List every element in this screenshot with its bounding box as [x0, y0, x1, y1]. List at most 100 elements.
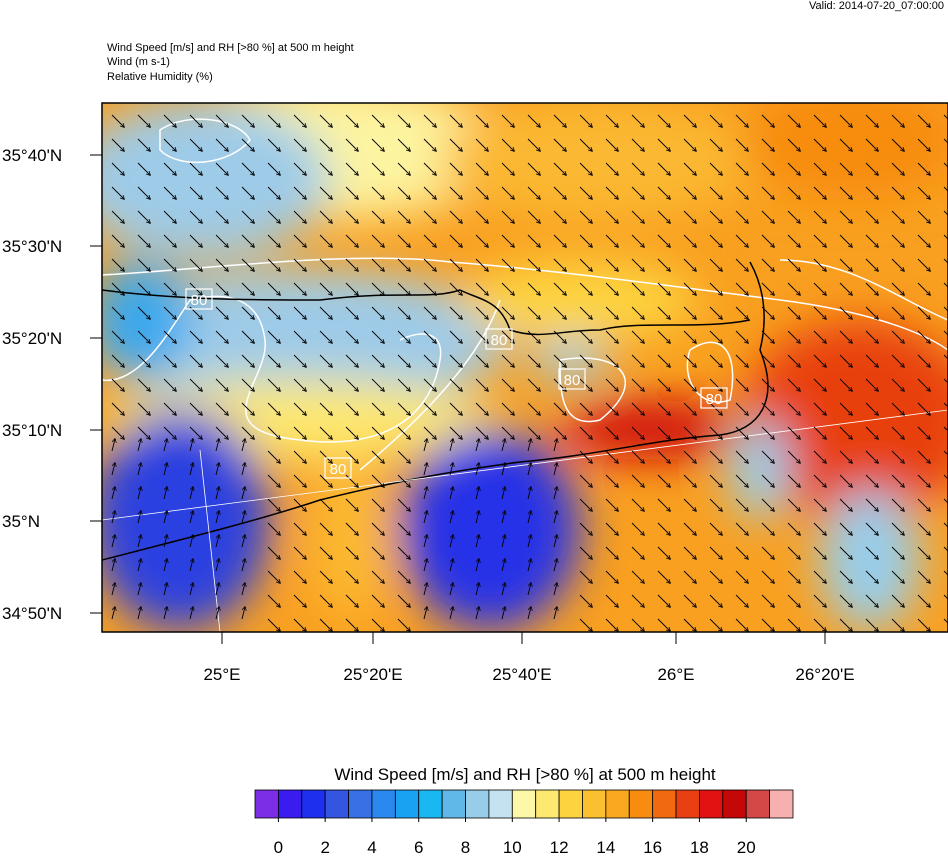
wind-arrow [683, 282, 696, 295]
wind-arrow [761, 618, 774, 631]
wind-arrow [943, 546, 948, 552]
wind-arrow [943, 378, 948, 384]
wind-arrow [709, 258, 722, 271]
colorbar-box [371, 789, 396, 819]
wind-arrow [683, 522, 696, 535]
wind-arrow [891, 426, 904, 439]
wind-arrow [605, 402, 618, 415]
colorbar-box [511, 789, 537, 819]
wind-arrow [475, 487, 479, 500]
wind-arrow [657, 258, 670, 271]
wind-arrow [501, 426, 514, 439]
wind-arrow [501, 114, 514, 127]
wind-arrow [501, 234, 514, 247]
wind-arrow [345, 618, 358, 631]
wind-arrow [137, 607, 141, 620]
wind-arrow [527, 535, 531, 548]
wind-arrow [501, 402, 514, 415]
wind-arrow [319, 354, 332, 367]
wind-arrow [943, 258, 948, 264]
wind-arrow [215, 162, 228, 175]
wind-arrow [839, 234, 852, 247]
wind-arrow [267, 282, 280, 295]
wind-arrow [605, 618, 618, 631]
wind-arrow [475, 439, 479, 452]
wind-arrow [631, 618, 644, 631]
wind-arrow [241, 138, 254, 151]
wind-arrow [865, 450, 878, 463]
colorbar-box [254, 789, 279, 819]
wind-arrow [553, 330, 566, 343]
wind-arrow [345, 162, 358, 175]
wind-arrow [215, 439, 219, 452]
wind-arrow [241, 210, 254, 223]
wind-arrow [813, 522, 826, 535]
wind-arrow [735, 186, 748, 199]
wind-arrow [683, 234, 696, 247]
header-line: Wind Speed [m/s] and RH [>80 %] at 500 m… [107, 42, 354, 54]
wind-arrow [787, 474, 800, 487]
wind-arrow [605, 234, 618, 247]
wind-arrow [683, 498, 696, 511]
contour-label-box [185, 288, 213, 310]
wind-arrow [605, 330, 618, 343]
wind-arrow [657, 522, 670, 535]
wind-arrow [319, 402, 332, 415]
wind-arrow [787, 378, 800, 391]
wind-arrow [631, 450, 644, 463]
colorbar-box [324, 789, 349, 819]
wind-arrow [345, 378, 358, 391]
wind-arrow [293, 162, 306, 175]
wind-arrow [839, 498, 852, 511]
wind-arrow [917, 426, 930, 439]
wind-arrow [319, 474, 332, 487]
wind-arrow [267, 354, 280, 367]
wind-arrow [761, 282, 774, 295]
wind-arrow [163, 162, 176, 175]
wind-arrow [267, 186, 280, 199]
wind-arrow [553, 487, 557, 500]
wind-arrow [657, 330, 670, 343]
wind-arrow [189, 114, 202, 127]
wind-arrow [761, 210, 774, 223]
wind-arrow [215, 330, 228, 343]
wind-arrow [657, 378, 670, 391]
wind-arrow [163, 282, 176, 295]
wind-arrow [137, 282, 150, 295]
wind-arrow [371, 306, 384, 319]
wind-arrow [657, 570, 670, 583]
wind-arrow [501, 535, 505, 548]
wind-arrow [137, 487, 141, 500]
wind-arrow [397, 210, 410, 223]
wind-arrow [943, 354, 948, 360]
wind-arrow [865, 186, 878, 199]
lon-label: 25°E [203, 665, 240, 684]
wind-arrow [111, 535, 115, 548]
wind-arrow [423, 559, 427, 572]
wind-arrow [709, 330, 722, 343]
wind-arrow [475, 378, 488, 391]
wind-arrow [709, 114, 722, 127]
wind-arrow [163, 354, 176, 367]
wind-arrow [319, 186, 332, 199]
wind-arrow [579, 282, 592, 295]
wind-arrow [345, 330, 358, 343]
colorbar-box [488, 789, 513, 819]
wind-arrow [813, 258, 826, 271]
wind-arrow [709, 618, 722, 631]
wind-arrow [787, 498, 800, 511]
wind-arrow [267, 570, 280, 583]
wind-arrow [709, 426, 722, 439]
wind-arrow [553, 559, 557, 572]
wind-arrow [137, 511, 141, 524]
wind-arrow [293, 114, 306, 127]
wind-arrow [111, 234, 124, 247]
wind-arrow [475, 210, 488, 223]
wind-arrow [397, 522, 410, 535]
wind-arrow [293, 570, 306, 583]
wind-arrow [137, 583, 141, 596]
wind-arrow [397, 618, 410, 631]
wind-arrow [293, 330, 306, 343]
wind-arrow [683, 354, 696, 367]
wind-arrow [683, 114, 696, 127]
